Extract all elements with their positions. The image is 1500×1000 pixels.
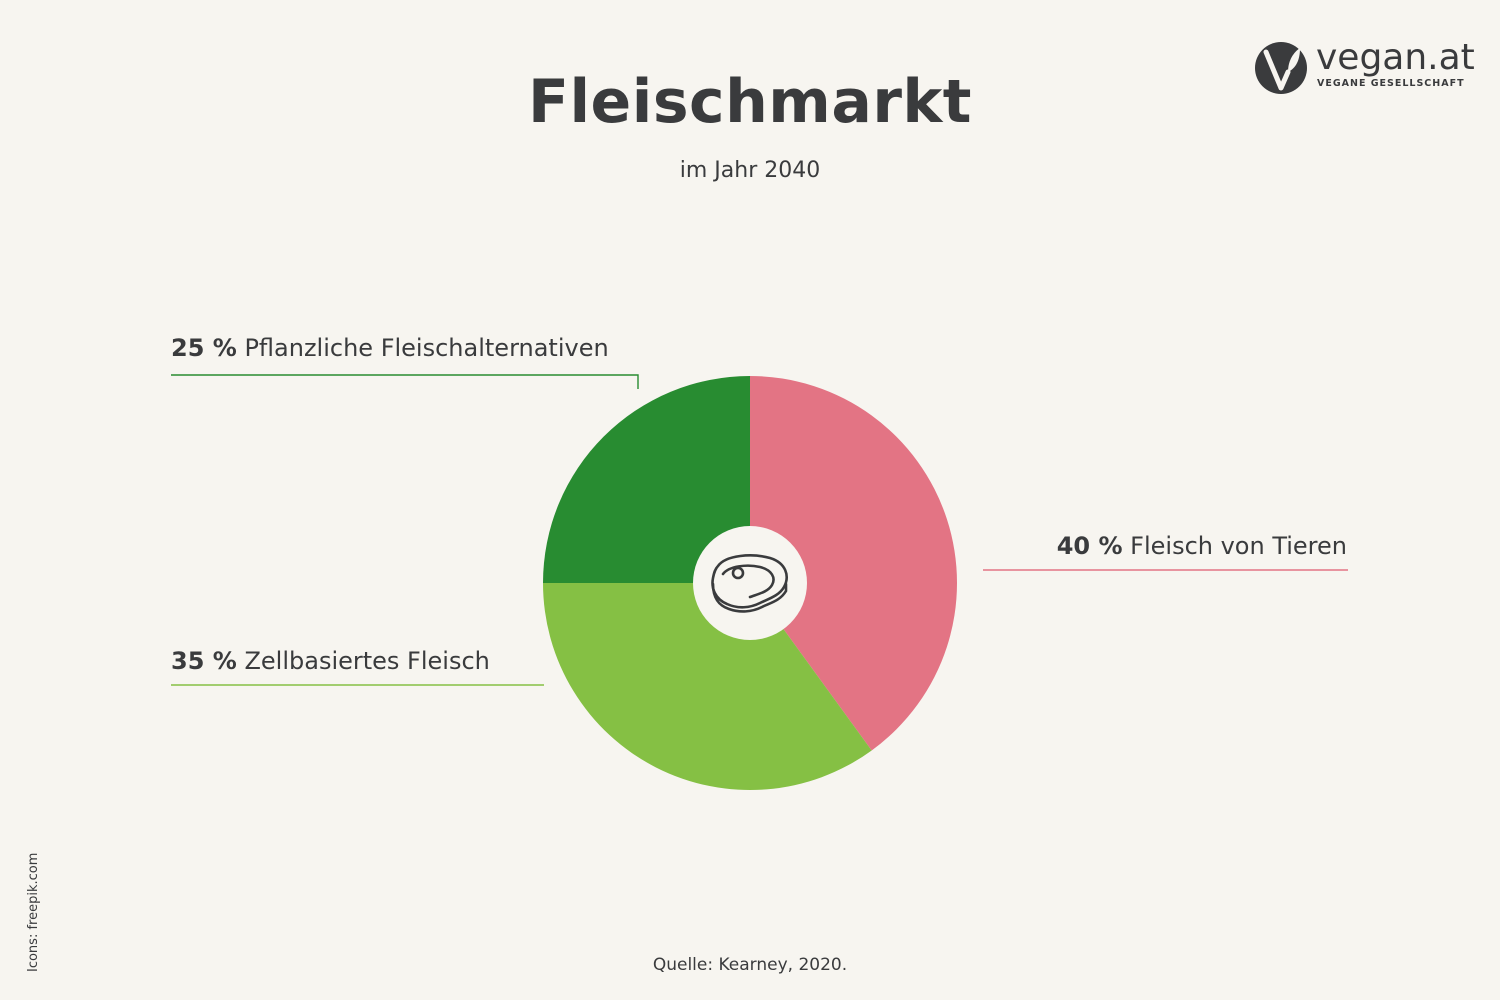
title-container: Fleischmarkt xyxy=(0,72,1500,132)
pie-slice-pflanzlich xyxy=(543,376,750,583)
leader-lines xyxy=(171,374,1348,686)
leader-line-pflanzlich xyxy=(171,374,639,389)
pie-slice-tiere xyxy=(750,376,958,751)
label-pflanzlich-value: 25 % xyxy=(171,334,237,362)
pie-center-hole xyxy=(693,526,807,640)
logo-tagline: VEGANE GESELLSCHAFT xyxy=(1317,78,1465,89)
label-pflanzlich-text: Pflanzliche Fleischalternativen xyxy=(244,334,609,362)
label-zellbasiert: 35 % Zellbasiertes Fleisch xyxy=(171,649,490,673)
label-zellbasiert-text: Zellbasiertes Fleisch xyxy=(244,647,490,675)
icons-credit: Icons: freepik.com xyxy=(26,852,41,972)
steak-icon xyxy=(711,554,788,613)
pie-slices xyxy=(543,376,958,791)
label-tiere-text: Fleisch von Tieren xyxy=(1130,532,1347,560)
logo-name: vegan.at xyxy=(1316,37,1475,78)
source-note: Quelle: Kearney, 2020. xyxy=(652,955,848,975)
chart-title: Fleischmarkt xyxy=(526,72,974,132)
vegan-at-logo: vegan.at VEGANE GESELLSCHAFT xyxy=(1254,38,1484,98)
label-zellbasiert-value: 35 % xyxy=(171,647,237,675)
pie-slice-zellbasiert xyxy=(543,583,872,791)
label-pflanzlich: 25 % Pflanzliche Fleischalternativen xyxy=(171,336,609,360)
label-tiere: 40 % Fleisch von Tieren xyxy=(1057,534,1347,558)
chart-subtitle: im Jahr 2040 xyxy=(679,158,821,183)
vegan-leaf-v-icon xyxy=(1255,42,1307,94)
label-tiere-value: 40 % xyxy=(1056,532,1123,560)
chart-title-text: Fleischmarkt xyxy=(528,67,972,137)
